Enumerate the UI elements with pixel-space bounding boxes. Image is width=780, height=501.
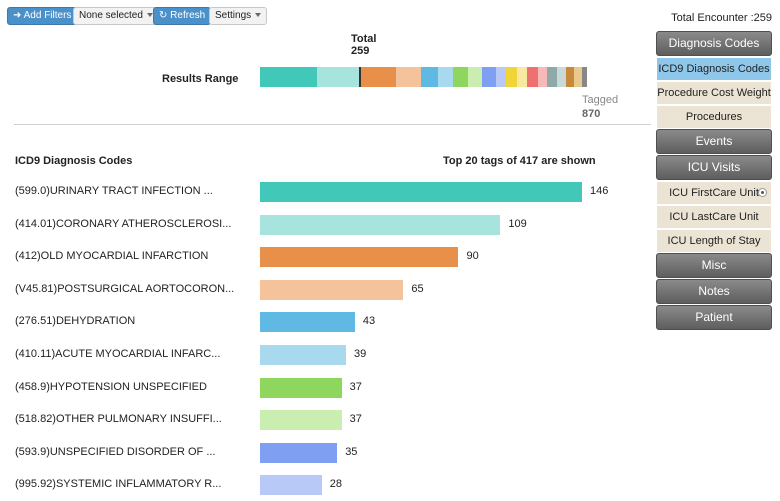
row-label[interactable]: (599.0)URINARY TRACT INFECTION ...	[15, 185, 213, 197]
row-bar[interactable]	[260, 378, 342, 398]
row-bar[interactable]	[260, 280, 404, 300]
total-label: Total	[351, 33, 377, 45]
chevron-down-icon	[146, 13, 153, 18]
menu-item-icu-length[interactable]: ICU Length of Stay	[657, 230, 771, 252]
chevron-down-icon	[255, 13, 262, 18]
row-label[interactable]: (458.9)HYPOTENSION UNSPECIFIED	[15, 381, 207, 393]
list-title: ICD9 Diagnosis Codes	[15, 155, 133, 167]
menu-item-icu-firstcare-label: ICU FirstCare Unit	[669, 187, 759, 199]
refresh-label: Refresh	[170, 10, 206, 21]
settings-dropdown[interactable]: Settings	[209, 7, 268, 25]
row-value: 37	[349, 413, 362, 425]
range-segment[interactable]	[547, 67, 557, 87]
row-bar[interactable]	[260, 410, 342, 430]
filter-select[interactable]: None selected	[73, 7, 159, 25]
row-bar[interactable]	[260, 182, 582, 202]
results-range-bar	[260, 67, 587, 87]
range-segment[interactable]	[467, 67, 482, 87]
row-label[interactable]: (518.82)OTHER PULMONARY INSUFFI...	[15, 413, 222, 425]
range-segment[interactable]	[359, 67, 362, 87]
row-value: 146	[590, 185, 609, 197]
refresh-button[interactable]: ↻ Refresh	[153, 7, 212, 25]
row-value: 28	[329, 478, 342, 490]
menu-patient[interactable]: Patient	[656, 305, 772, 330]
row-label[interactable]: (995.92)SYSTEMIC INFLAMMATORY R...	[15, 478, 222, 490]
menu-item-icd9-codes[interactable]: ICD9 Diagnosis Codes	[657, 58, 771, 80]
tagged-label: Tagged	[582, 94, 619, 106]
filter-select-label: None selected	[79, 10, 143, 21]
menu-misc[interactable]: Misc	[656, 253, 772, 278]
row-bar[interactable]	[260, 312, 355, 332]
refresh-icon: ↻	[159, 10, 168, 21]
row-label[interactable]: (593.9)UNSPECIFIED DISORDER OF ...	[15, 446, 216, 458]
settings-label: Settings	[215, 10, 252, 21]
row-label[interactable]: (V45.81)POSTSURGICAL AORTOCORON...	[15, 283, 235, 295]
divider	[14, 124, 651, 125]
row-value: 37	[349, 381, 362, 393]
range-segment[interactable]	[527, 67, 538, 87]
range-segment[interactable]	[396, 67, 422, 87]
range-segment[interactable]	[495, 67, 507, 87]
range-segment[interactable]	[421, 67, 439, 87]
row-value: 90	[466, 250, 479, 262]
row-bar[interactable]	[260, 443, 338, 463]
range-segment[interactable]	[537, 67, 548, 87]
tagged-value: 870	[582, 108, 601, 120]
menu-item-procedures[interactable]: Procedures	[657, 106, 771, 128]
arrow-left-icon: ➜	[13, 10, 22, 21]
radio-icon[interactable]	[758, 188, 767, 197]
menu-notes[interactable]: Notes	[656, 279, 772, 304]
row-label[interactable]: (412)OLD MYOCARDIAL INFARCTION	[15, 250, 209, 262]
row-label[interactable]: (410.11)ACUTE MYOCARDIAL INFARC...	[15, 348, 221, 360]
range-segment[interactable]	[438, 67, 454, 87]
range-segment[interactable]	[260, 67, 317, 87]
total-value: 259	[351, 45, 370, 57]
row-bar[interactable]	[260, 215, 501, 235]
row-value: 109	[508, 218, 527, 230]
row-bar[interactable]	[260, 345, 346, 365]
menu-diagnosis-codes[interactable]: Diagnosis Codes	[656, 31, 772, 56]
range-segment[interactable]	[481, 67, 496, 87]
range-segment[interactable]	[574, 67, 583, 87]
range-segment[interactable]	[361, 67, 397, 87]
row-bar[interactable]	[260, 475, 322, 495]
row-value: 43	[362, 315, 376, 327]
results-range-label: Results Range	[162, 73, 239, 85]
range-segment[interactable]	[517, 67, 528, 87]
menu-item-icu-firstcare[interactable]: ICU FirstCare Unit	[657, 182, 771, 204]
list-summary: Top 20 tags of 417 are shown	[443, 155, 596, 167]
add-filters-label: Add Filters	[23, 10, 72, 21]
total-encounter: Total Encounter :259	[671, 12, 772, 24]
range-segment[interactable]	[316, 67, 360, 87]
row-value: 35	[345, 446, 358, 458]
menu-events[interactable]: Events	[656, 129, 772, 154]
menu-item-procedure-cost-weight[interactable]: Procedure Cost Weight	[657, 82, 771, 104]
row-label[interactable]: (414.01)CORONARY ATHEROSCLEROSI...	[15, 218, 232, 230]
row-label[interactable]: (276.51)DEHYDRATION	[15, 315, 136, 327]
row-value: 39	[354, 348, 367, 360]
range-segment[interactable]	[565, 67, 575, 87]
add-filters-button[interactable]: ➜ Add Filters	[7, 7, 78, 25]
range-segment[interactable]	[582, 67, 587, 87]
row-bar[interactable]	[260, 247, 459, 267]
menu-icu-visits[interactable]: ICU Visits	[656, 155, 772, 180]
menu-item-icu-lastcare[interactable]: ICU LastCare Unit	[657, 206, 771, 228]
range-segment[interactable]	[556, 67, 566, 87]
range-segment[interactable]	[506, 67, 518, 87]
row-value: 65	[411, 283, 424, 295]
range-segment[interactable]	[453, 67, 468, 87]
